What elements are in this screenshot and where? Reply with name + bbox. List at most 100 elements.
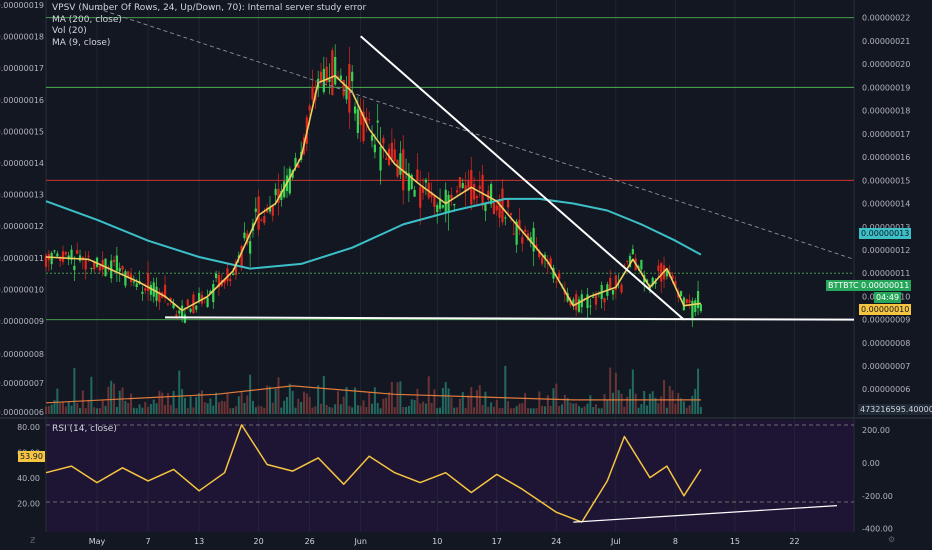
candle-body bbox=[195, 305, 198, 310]
candle-body bbox=[575, 294, 578, 311]
volume-bar bbox=[512, 408, 515, 414]
candle-body bbox=[592, 296, 595, 298]
volume-bar bbox=[113, 383, 116, 414]
price-trendline[interactable] bbox=[360, 35, 685, 321]
volume-bar bbox=[640, 404, 643, 414]
right-price-tick-label: 0.00000017 bbox=[862, 130, 910, 139]
candle-body bbox=[589, 305, 592, 307]
volume-bar bbox=[266, 385, 269, 414]
volume-bar bbox=[200, 390, 203, 414]
study-ma200-label[interactable]: MA (200, close) bbox=[52, 14, 122, 25]
candle-body bbox=[558, 273, 561, 279]
candle-body bbox=[263, 216, 266, 224]
candle-body bbox=[115, 255, 118, 271]
volume-bar bbox=[183, 397, 186, 414]
study-vol-label[interactable]: Vol (20) bbox=[52, 26, 87, 36]
trendlines[interactable] bbox=[96, 7, 855, 523]
left-price-tick-label: 0.00000018 bbox=[0, 33, 44, 42]
right-price-tick-label: 0.00000009 bbox=[862, 316, 910, 325]
volume-bar bbox=[229, 408, 232, 414]
candle-body bbox=[626, 260, 629, 262]
candle-body bbox=[132, 281, 135, 283]
volume-bar bbox=[305, 393, 308, 414]
volume-bar bbox=[376, 403, 379, 414]
volume-bar bbox=[101, 400, 104, 414]
candle-body bbox=[396, 159, 399, 177]
volume-bar bbox=[240, 391, 243, 414]
candle-body bbox=[552, 267, 555, 279]
candle-body bbox=[370, 135, 374, 141]
price-trendline[interactable] bbox=[165, 316, 855, 321]
volume-bar bbox=[439, 407, 442, 414]
volume-bar bbox=[243, 403, 246, 414]
candle-body bbox=[407, 173, 410, 191]
volume-bar bbox=[694, 388, 697, 414]
volume-bar bbox=[147, 406, 150, 414]
volume-bar bbox=[396, 382, 399, 414]
candle-body bbox=[538, 251, 541, 258]
right-price-tick-label: 0.00000018 bbox=[862, 107, 910, 116]
volume-bar bbox=[203, 402, 206, 414]
candle-body bbox=[328, 79, 331, 82]
volume-bar bbox=[373, 387, 376, 414]
settings-gear-icon[interactable]: ⚙ bbox=[888, 535, 896, 544]
x-axis-tick-label: 7 bbox=[146, 537, 151, 546]
volume-bar bbox=[634, 393, 637, 414]
candle-body bbox=[424, 179, 428, 183]
x-axis-tick-label: 8 bbox=[673, 537, 678, 546]
volume-bar bbox=[456, 407, 459, 414]
candle-body bbox=[507, 199, 510, 208]
volume-bar bbox=[521, 403, 524, 414]
candle-body bbox=[118, 268, 121, 272]
volume-bar bbox=[390, 381, 393, 414]
volume-bar bbox=[637, 407, 640, 414]
left-volume-tick-label: 0.00000008 bbox=[0, 350, 44, 359]
rsi-right-tick-label: 0.00 bbox=[862, 459, 880, 468]
volume-bar bbox=[317, 385, 320, 414]
candle-body bbox=[498, 199, 501, 218]
volume-bar bbox=[181, 389, 184, 414]
candle-body bbox=[144, 288, 147, 291]
volume-bar bbox=[249, 374, 252, 414]
volume-bar bbox=[53, 400, 56, 414]
study-ma9-label[interactable]: MA (9, close) bbox=[52, 37, 111, 48]
volume-bar bbox=[127, 402, 130, 414]
volume-bar bbox=[138, 404, 141, 414]
x-axis-tick-label: 22 bbox=[789, 537, 799, 546]
candle-body bbox=[379, 146, 382, 171]
candle-body bbox=[229, 279, 232, 281]
candle-body bbox=[657, 265, 660, 271]
right-price-tick-label: 0.00000021 bbox=[862, 37, 910, 46]
volume-bar bbox=[552, 388, 555, 414]
indicator-lines bbox=[45, 75, 702, 523]
left-price-tick-label: 0.00000015 bbox=[0, 127, 44, 136]
candle-body bbox=[603, 298, 606, 303]
right-price-tick-label: 0.00000022 bbox=[862, 14, 910, 23]
rsi-right-tick-label: 200.00 bbox=[862, 426, 890, 435]
volume-bar bbox=[144, 401, 147, 414]
candle-body bbox=[87, 255, 90, 257]
volume-bar bbox=[592, 407, 595, 414]
rsi-left-tick-label: 40.00 bbox=[17, 474, 40, 483]
candle-body bbox=[524, 229, 527, 232]
volume-bar bbox=[337, 391, 340, 414]
volume-bar bbox=[614, 372, 617, 414]
study-vpsv-label[interactable]: VPSV (Number Of Rows, 24, Up/Down, 70): … bbox=[52, 3, 367, 13]
candle-body bbox=[53, 250, 56, 252]
candle-body bbox=[416, 169, 419, 181]
volume-bar bbox=[492, 406, 495, 414]
rsi-trendline[interactable] bbox=[573, 505, 838, 523]
volume-bar bbox=[526, 408, 529, 414]
volume-bar bbox=[685, 407, 688, 414]
candle-body bbox=[504, 217, 507, 219]
volume-bar bbox=[538, 391, 541, 414]
rsi-study-label[interactable]: RSI (14, close) bbox=[52, 424, 117, 434]
x-axis-tick-label: 26 bbox=[305, 537, 315, 546]
price-candles bbox=[44, 44, 703, 328]
volume-bar bbox=[577, 406, 580, 414]
candle-body bbox=[141, 291, 144, 294]
tradingview-logo-icon[interactable]: Ƶ bbox=[30, 536, 36, 545]
volume-bar bbox=[348, 405, 351, 414]
volume-bar bbox=[104, 405, 107, 414]
